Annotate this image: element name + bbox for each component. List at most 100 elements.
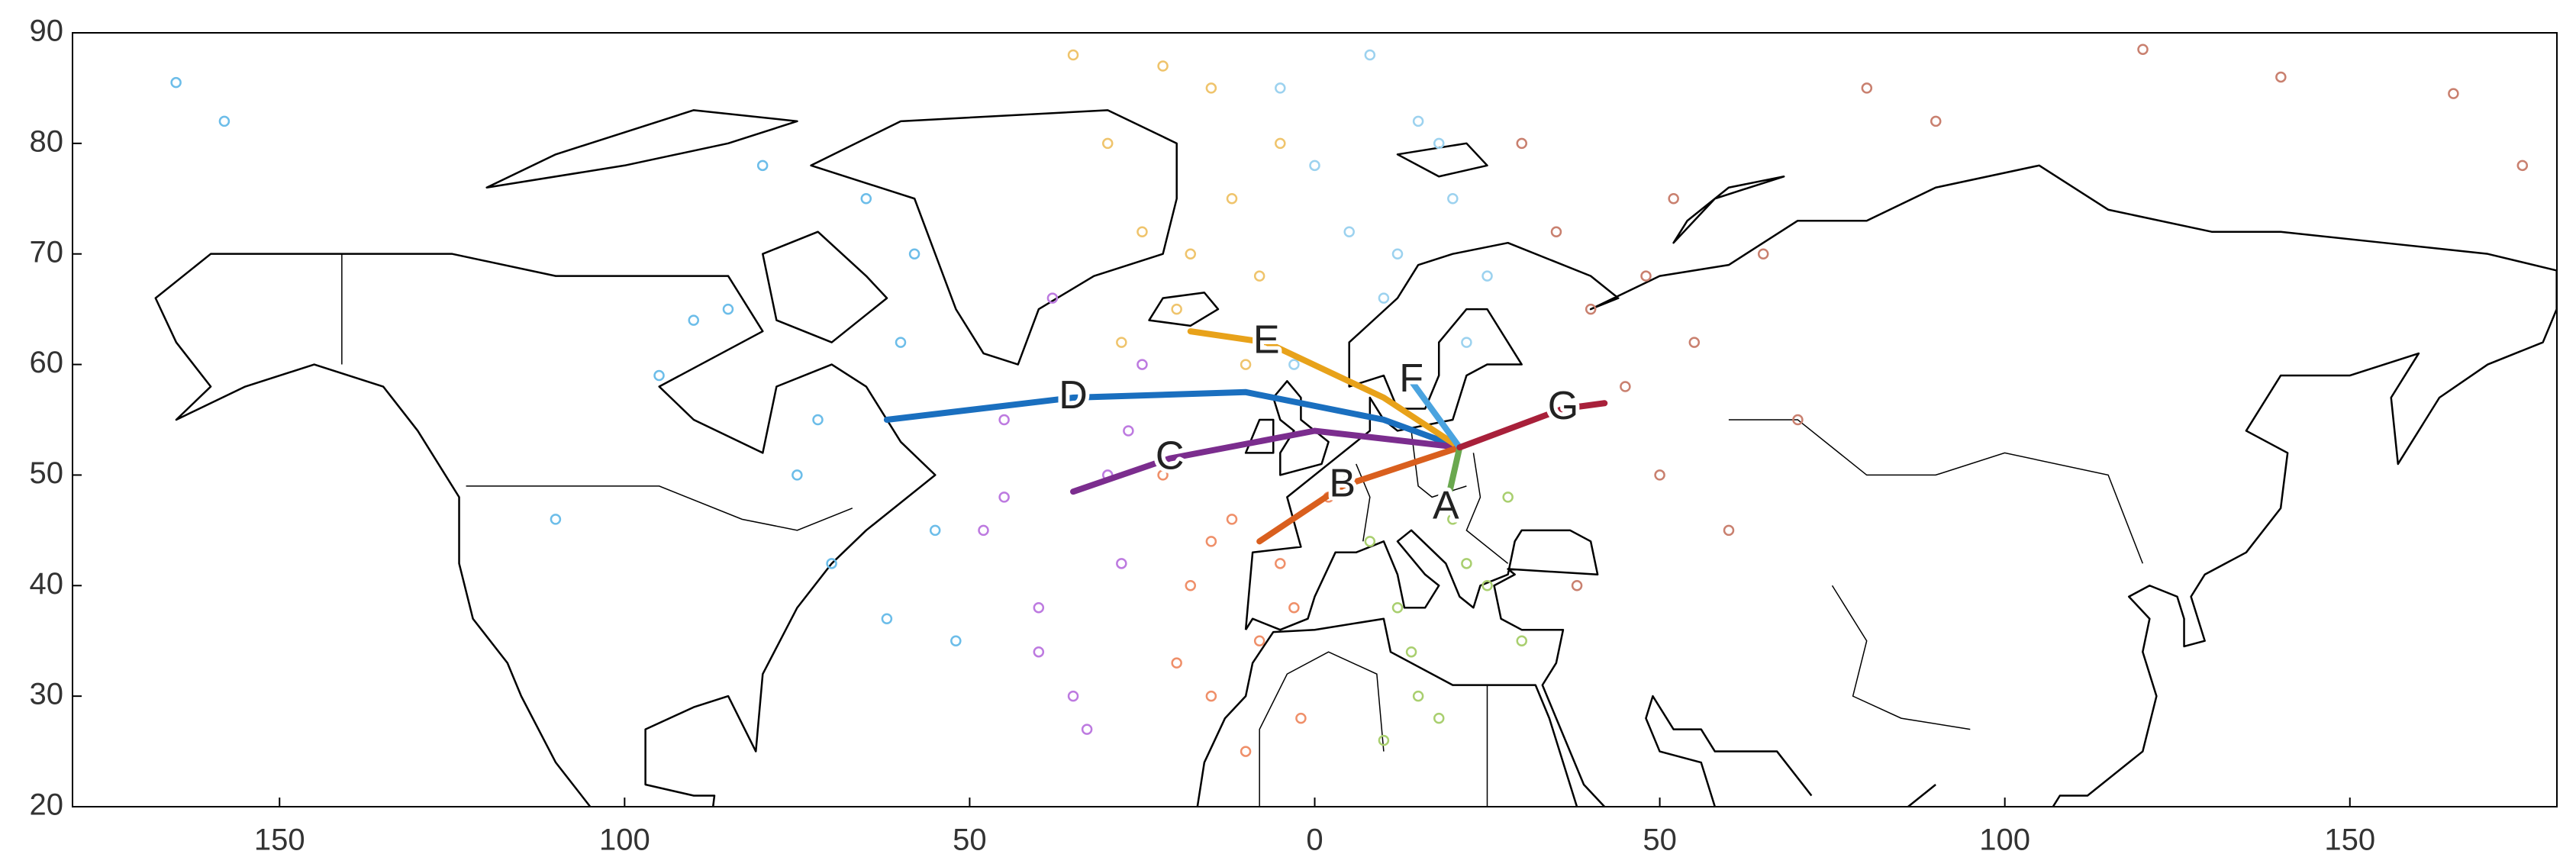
scatter-point xyxy=(1861,82,1873,94)
arctic-islands xyxy=(487,110,798,187)
svalbard xyxy=(1398,143,1488,176)
scatter-point xyxy=(1116,337,1127,348)
x-tick-label: 150 xyxy=(254,823,305,857)
scatter-point xyxy=(1205,82,1217,94)
scatter-point xyxy=(1364,536,1376,547)
scatter-point xyxy=(908,248,920,259)
scatter-point xyxy=(1405,646,1417,658)
scatter-point xyxy=(1185,248,1196,259)
africa xyxy=(1198,619,1577,807)
scatter-point xyxy=(1033,602,1045,614)
scatter-point xyxy=(978,524,989,537)
scatter-point xyxy=(218,115,231,127)
scatter-point xyxy=(1364,49,1376,61)
route-label: D xyxy=(1059,373,1088,417)
scatter-point xyxy=(1930,115,1942,127)
x-tick-label: 50 xyxy=(1643,823,1677,857)
north-america xyxy=(156,254,936,862)
scatter-layer xyxy=(170,44,2529,757)
eurasia xyxy=(1246,166,2557,818)
y-tick-label: 20 xyxy=(30,788,64,822)
route-line xyxy=(1408,378,1463,451)
scatter-point xyxy=(1516,635,1527,646)
scatter-point xyxy=(1757,248,1769,259)
scatter-point xyxy=(1157,469,1169,481)
map-layer: D C E B F A G xyxy=(156,44,2557,862)
route-label: C xyxy=(1156,434,1185,478)
route-label: B xyxy=(1329,462,1356,506)
x-tick-label: 100 xyxy=(599,823,650,857)
scatter-point xyxy=(1447,514,1459,525)
scatter-point xyxy=(1275,82,1286,94)
scatter-point xyxy=(1171,303,1182,315)
scatter-point xyxy=(1585,303,1597,315)
y-tick-label: 40 xyxy=(30,567,64,601)
scatter-point xyxy=(1171,657,1182,669)
scatter-point xyxy=(929,524,941,537)
scatter-point xyxy=(1288,359,1300,370)
scatter-point xyxy=(1116,558,1127,569)
scatter-point xyxy=(1412,690,1424,702)
scatter-point xyxy=(1640,270,1652,282)
x-tick-label: 150 xyxy=(2324,823,2375,857)
scatter-point xyxy=(1668,193,1679,205)
route-layer: D C E B F A G xyxy=(883,314,1608,545)
scatter-point xyxy=(1688,337,1701,348)
scatter-point xyxy=(881,613,893,624)
scatter-point xyxy=(1391,248,1404,259)
scatter-point xyxy=(1792,414,1804,426)
scatter-point xyxy=(1123,425,1134,437)
route-line xyxy=(1256,444,1463,545)
scatter-point xyxy=(1433,137,1445,150)
scatter-point xyxy=(1481,270,1493,282)
scatter-point xyxy=(1343,226,1355,237)
scatter-point xyxy=(1081,724,1093,735)
route-line xyxy=(883,388,1463,451)
coastlines xyxy=(156,110,2557,862)
scatter-point xyxy=(1461,558,1472,569)
scatter-point xyxy=(1240,359,1252,370)
scatter-point xyxy=(550,514,562,525)
y-tick-label: 50 xyxy=(30,456,64,490)
inner-borders xyxy=(1259,420,2142,807)
scatter-point xyxy=(653,369,665,382)
y-tick-label: 60 xyxy=(30,346,64,379)
scatter-point xyxy=(1654,469,1665,481)
scatter-point xyxy=(998,414,1010,426)
route-label: E xyxy=(1253,317,1280,362)
scatter-point xyxy=(756,160,769,172)
scatter-point xyxy=(1253,270,1265,282)
scatter-point xyxy=(826,558,837,569)
scatter-point xyxy=(1461,337,1472,348)
route-label: F xyxy=(1399,356,1423,401)
route-line xyxy=(1070,427,1463,495)
scatter-point xyxy=(1067,690,1079,702)
scatter-point xyxy=(1433,712,1445,724)
scatter-point xyxy=(1620,381,1631,392)
scatter-point xyxy=(170,76,182,89)
scatter-point xyxy=(1205,690,1217,702)
scatter-point xyxy=(1136,226,1148,237)
scatter-point xyxy=(1378,734,1390,746)
scatter-point xyxy=(1571,580,1583,591)
scatter-point xyxy=(1185,580,1196,591)
scatter-point xyxy=(1275,137,1286,150)
scatter-point xyxy=(950,635,962,646)
novaya-zemlya xyxy=(1674,176,1785,243)
scatter-point xyxy=(1102,137,1114,150)
scatter-point xyxy=(1412,115,1424,127)
baffin-island xyxy=(762,232,887,343)
y-tick-label: 30 xyxy=(30,678,64,711)
scatter-point xyxy=(860,193,872,205)
scatter-point xyxy=(1295,712,1307,724)
route-label: G xyxy=(1548,384,1578,428)
scatter-point xyxy=(1205,536,1217,547)
iceland xyxy=(1149,292,1218,325)
scatter-point xyxy=(1240,746,1252,757)
scatter-point xyxy=(1343,469,1355,481)
scatter-point xyxy=(1447,193,1459,205)
x-tick-label: 0 xyxy=(1306,823,1323,857)
scatter-point xyxy=(1275,558,1286,569)
scatter-point xyxy=(2275,71,2287,83)
